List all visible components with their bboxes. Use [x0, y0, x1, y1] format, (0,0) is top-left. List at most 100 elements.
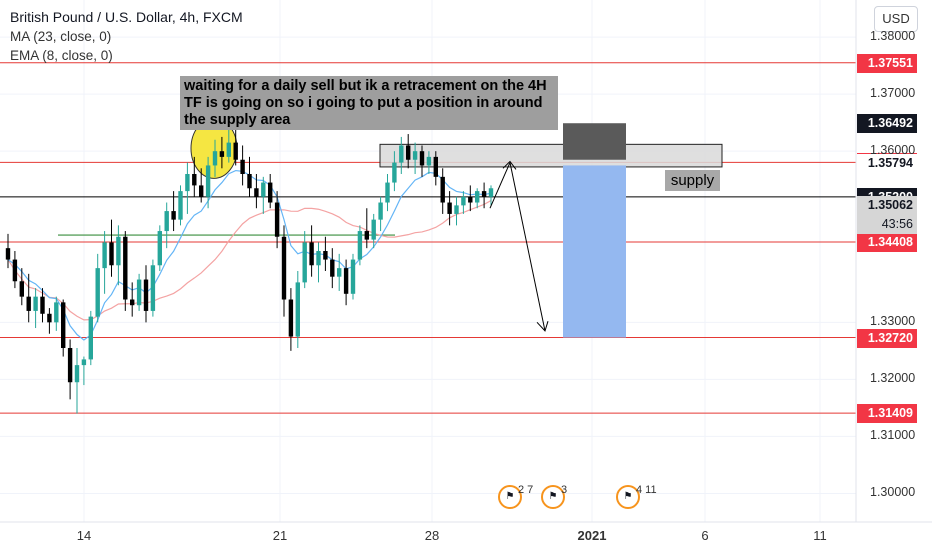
y-tick-label-5: 1.31000: [870, 428, 916, 443]
candle-body-15: [109, 242, 114, 266]
candle-body-42: [295, 282, 300, 337]
candle-body-59: [412, 151, 418, 160]
candle-body-63: [440, 176, 445, 203]
flag-event-icon[interactable]: ⚑: [616, 485, 640, 509]
arrow-drawings: [489, 160, 549, 332]
candle-body-0: [5, 248, 11, 260]
candle-body-39: [274, 202, 280, 237]
take-profit-box: [563, 165, 626, 338]
ema-indicator-label[interactable]: EMA (8, close, 0): [10, 48, 113, 63]
candle-body-19: [136, 279, 142, 306]
y-tick-label-6: 1.30000: [870, 485, 916, 500]
candle-body-6: [47, 313, 52, 323]
candle-body-34: [240, 159, 245, 174]
candle-body-52: [364, 231, 369, 240]
countdown-tag: 43:56: [857, 214, 917, 234]
candle-body-5: [40, 296, 45, 314]
y-tick-label-0: 1.38000: [870, 29, 916, 44]
symbol-title[interactable]: British Pound / U.S. Dollar, 4h, FXCM: [10, 9, 243, 25]
x-tick-label-1: 21: [272, 528, 288, 543]
candle-body-49: [343, 268, 349, 294]
y-tick-label-4: 1.32000: [870, 371, 916, 386]
candle-body-37: [261, 182, 266, 197]
price-tag-9: 1.31409: [857, 404, 917, 424]
arrow-down-line: [509, 162, 546, 331]
price-tag-3: 1.35794: [857, 153, 917, 173]
candle-body-20: [143, 279, 149, 311]
candle-body-12: [88, 316, 93, 360]
currency-button[interactable]: USD: [874, 6, 918, 32]
event-count-label: 3: [561, 484, 568, 496]
price-tag-6: 1.34408: [857, 233, 917, 252]
candle-body-45: [316, 251, 321, 266]
supply-zone-label[interactable]: supply: [665, 170, 720, 191]
candle-body-27: [192, 174, 197, 186]
price-tag-1: 1.36492: [857, 114, 917, 134]
candle-body-38: [268, 182, 273, 203]
candle-body-40: [281, 236, 287, 300]
candle-body-57: [399, 145, 404, 163]
candle-body-23: [164, 211, 169, 232]
price-tag-0: 1.37551: [857, 53, 917, 73]
candle-body-29: [205, 165, 211, 197]
ma-line: [7, 200, 492, 321]
candle-body-64: [447, 202, 452, 214]
candle-body-26: [185, 174, 190, 192]
arrow-up-head: [502, 160, 517, 170]
candle-body-54: [378, 202, 383, 220]
ma-indicator-label[interactable]: MA (23, close, 0): [10, 29, 112, 44]
x-tick-label-4: 6: [701, 528, 709, 543]
candle-body-46: [323, 251, 328, 260]
candle-body-65: [454, 205, 459, 214]
candle-body-8: [61, 302, 66, 348]
candle-body-66: [461, 196, 466, 206]
candle-body-53: [371, 219, 376, 240]
candle-body-43: [302, 242, 307, 283]
candle-body-68: [475, 191, 480, 203]
candle-body-36: [254, 188, 259, 197]
candle-body-62: [433, 156, 438, 177]
candle-body-22: [157, 231, 162, 266]
candle-body-14: [102, 242, 107, 269]
candle-body-10: [74, 365, 80, 383]
candle-body-28: [199, 185, 204, 197]
x-tick-label-2: 28: [424, 528, 440, 543]
candle-body-35: [247, 174, 252, 189]
candle-body-61: [426, 156, 432, 166]
stop-loss-box: [563, 123, 626, 160]
candle-body-24: [171, 211, 176, 220]
candle-body-18: [130, 299, 135, 306]
candle-body-4: [33, 296, 38, 311]
candle-body-33: [233, 142, 238, 160]
candle-body-50: [350, 259, 356, 294]
candle-body-47: [330, 259, 335, 277]
y-tick-label-3: 1.33000: [870, 314, 916, 329]
candle-body-21: [150, 265, 156, 311]
candle-body-1: [12, 259, 18, 282]
price-tag-8: 1.32720: [857, 329, 917, 349]
candle-body-25: [178, 191, 183, 220]
x-tick-label-5: 11: [813, 528, 827, 543]
candle-body-44: [309, 242, 314, 266]
flag-event-icon[interactable]: ⚑: [541, 485, 565, 509]
event-count-label: 4 11: [636, 484, 657, 496]
candle-body-31: [219, 151, 225, 157]
candlestick-series: [5, 128, 494, 414]
x-tick-label-0: 14: [76, 528, 92, 543]
candle-body-9: [67, 348, 73, 383]
y-tick-label-1: 1.37000: [870, 86, 916, 101]
candle-body-55: [385, 182, 390, 203]
trade-note-annotation[interactable]: waiting for a daily sell but ik a retrac…: [180, 76, 558, 130]
candle-body-56: [392, 162, 397, 183]
flag-event-icon[interactable]: ⚑: [498, 485, 522, 509]
event-count-label: 2 7: [518, 484, 534, 496]
candle-body-60: [419, 151, 425, 166]
candle-body-7: [54, 302, 59, 323]
candle-body-32: [226, 142, 231, 157]
candle-body-30: [212, 151, 218, 166]
candle-body-2: [19, 281, 24, 297]
arrow-down-head: [536, 321, 549, 332]
candle-body-17: [123, 236, 128, 300]
price-tag-5: 1.35062: [857, 195, 917, 215]
